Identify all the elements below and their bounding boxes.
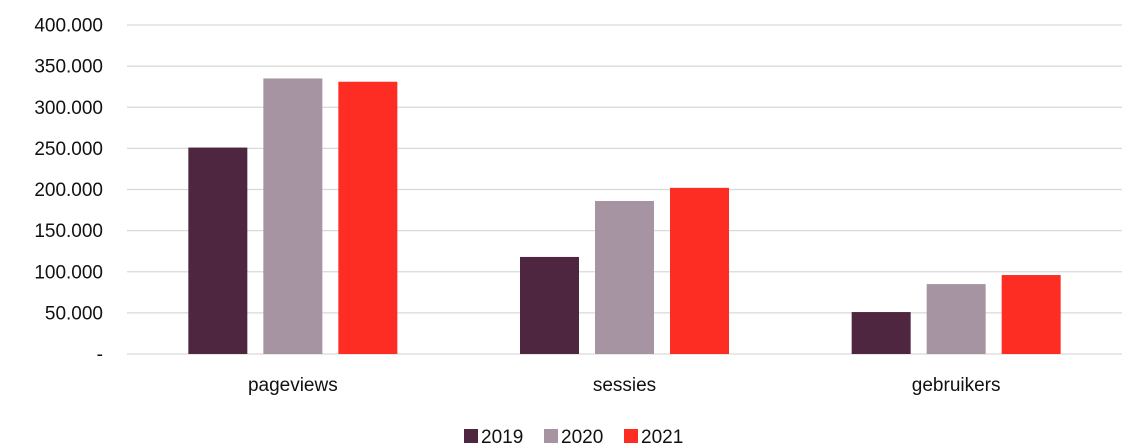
y-tick-label: 300.000 [34,98,103,119]
y-tick-label: 250.000 [34,139,103,160]
bar-pageviews-2020 [263,78,323,355]
legend-swatch-2019 [464,429,478,443]
legend: 2019 2020 2021 [464,427,683,444]
y-tick-label: 350.000 [34,57,103,78]
x-axis-categories: pageviews sessies gebruikers [248,375,1001,396]
bar-sessies-2021 [670,187,729,354]
y-tick-label: 400.000 [34,16,103,37]
y-tick-label: 100.000 [34,262,103,283]
legend-label: 2021 [641,427,683,444]
y-tick-label: 200.000 [34,180,103,201]
y-tick-label: - [97,345,103,366]
bar-sessies-2020 [595,201,654,354]
x-category-label: gebruikers [912,375,1001,396]
bar-pageviews-2019 [188,147,248,354]
legend-label: 2020 [561,427,603,444]
y-tick-label: 150.000 [34,221,103,242]
bars [188,78,1061,355]
legend-swatch-2021 [624,429,638,443]
bar-pageviews-2021 [338,81,398,354]
y-axis-ticks: - 50.000 100.000 150.000 200.000 250.000 300.0… [34,16,103,366]
bar-sessies-2019 [520,256,579,354]
x-category-label: pageviews [248,375,338,396]
legend-swatch-2020 [544,429,558,443]
bar-gebruikers-2019 [851,312,911,354]
x-category-label: sessies [593,375,656,396]
y-tick-label: 50.000 [45,303,103,324]
legend-label: 2019 [481,427,523,444]
bar-gebruikers-2020 [926,284,986,354]
bar-gebruikers-2021 [1001,275,1061,354]
